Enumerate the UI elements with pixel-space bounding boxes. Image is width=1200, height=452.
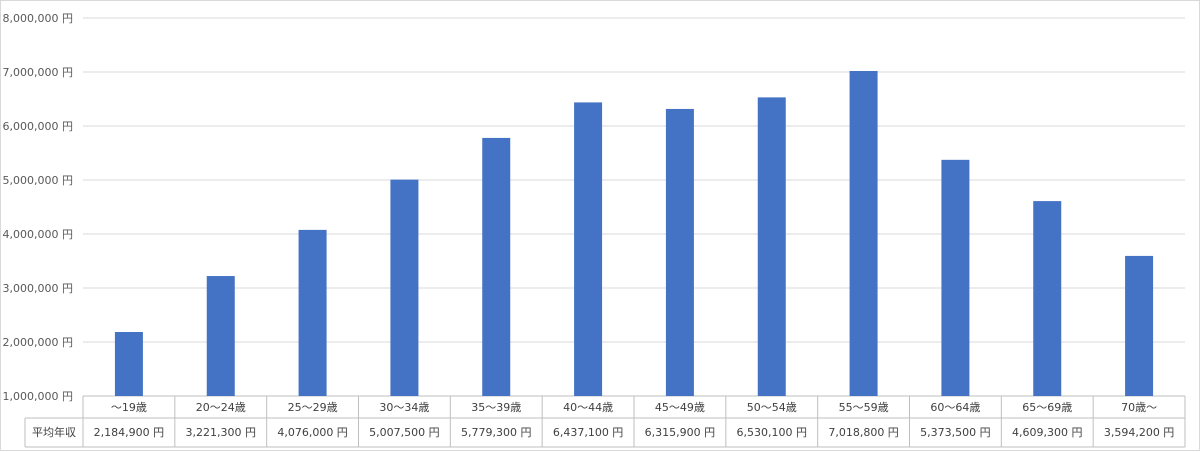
table-value-cell: 6,437,100 円 [553, 426, 623, 439]
x-category-label: 45～49歳 [655, 401, 705, 414]
x-category-label: 40～44歳 [563, 401, 613, 414]
y-tick-label: 2,000,000 円 [3, 336, 73, 349]
series-name-cell: 平均年収 [32, 425, 76, 439]
bar [757, 97, 786, 396]
bar [849, 70, 878, 396]
x-category-label: 60～64歳 [930, 401, 980, 414]
bar [1033, 201, 1062, 396]
table-value-cell: 3,594,200 円 [1104, 426, 1174, 439]
bar [574, 102, 603, 396]
table-value-cell: 4,609,300 円 [1012, 426, 1082, 439]
x-category-label: ～19歳 [111, 401, 147, 414]
x-category-label: 50～54歳 [747, 401, 797, 414]
bar [665, 108, 694, 396]
y-tick-label: 3,000,000 円 [3, 282, 73, 295]
x-category-label: 20～24歳 [196, 401, 246, 414]
table-value-cell: 6,530,100 円 [737, 426, 807, 439]
y-tick-label: 1,000,000 円 [3, 390, 73, 403]
bar [1125, 255, 1154, 396]
x-category-label: 70歳～ [1121, 401, 1157, 414]
x-category-label: 30～34歳 [379, 401, 429, 414]
x-category-label: 35～39歳 [471, 401, 521, 414]
table-value-cell: 4,076,000 円 [277, 426, 347, 439]
table-value-cell: 6,315,900 円 [645, 426, 715, 439]
bar [114, 332, 143, 396]
bar [482, 137, 511, 397]
y-tick-label: 4,000,000 円 [3, 228, 73, 241]
table-value-cell: 5,779,300 円 [461, 426, 531, 439]
table-value-cell: 5,373,500 円 [920, 426, 990, 439]
bar [298, 229, 327, 396]
bar [390, 179, 419, 396]
x-category-label: 55～59歳 [839, 401, 889, 414]
y-tick-label: 6,000,000 円 [3, 120, 73, 133]
table-value-cell: 5,007,500 円 [369, 426, 439, 439]
bar [941, 159, 970, 396]
y-tick-label: 8,000,000 円 [3, 12, 73, 25]
y-tick-label: 5,000,000 円 [3, 174, 73, 187]
table-value-cell: 7,018,800 円 [828, 426, 898, 439]
table-value-cell: 2,184,900 円 [94, 426, 164, 439]
x-category-label: 25～29歳 [288, 401, 338, 414]
table-value-cell: 3,221,300 円 [186, 426, 256, 439]
bar [206, 276, 235, 396]
x-category-label: 65～69歳 [1022, 401, 1072, 414]
y-tick-label: 7,000,000 円 [3, 66, 73, 79]
